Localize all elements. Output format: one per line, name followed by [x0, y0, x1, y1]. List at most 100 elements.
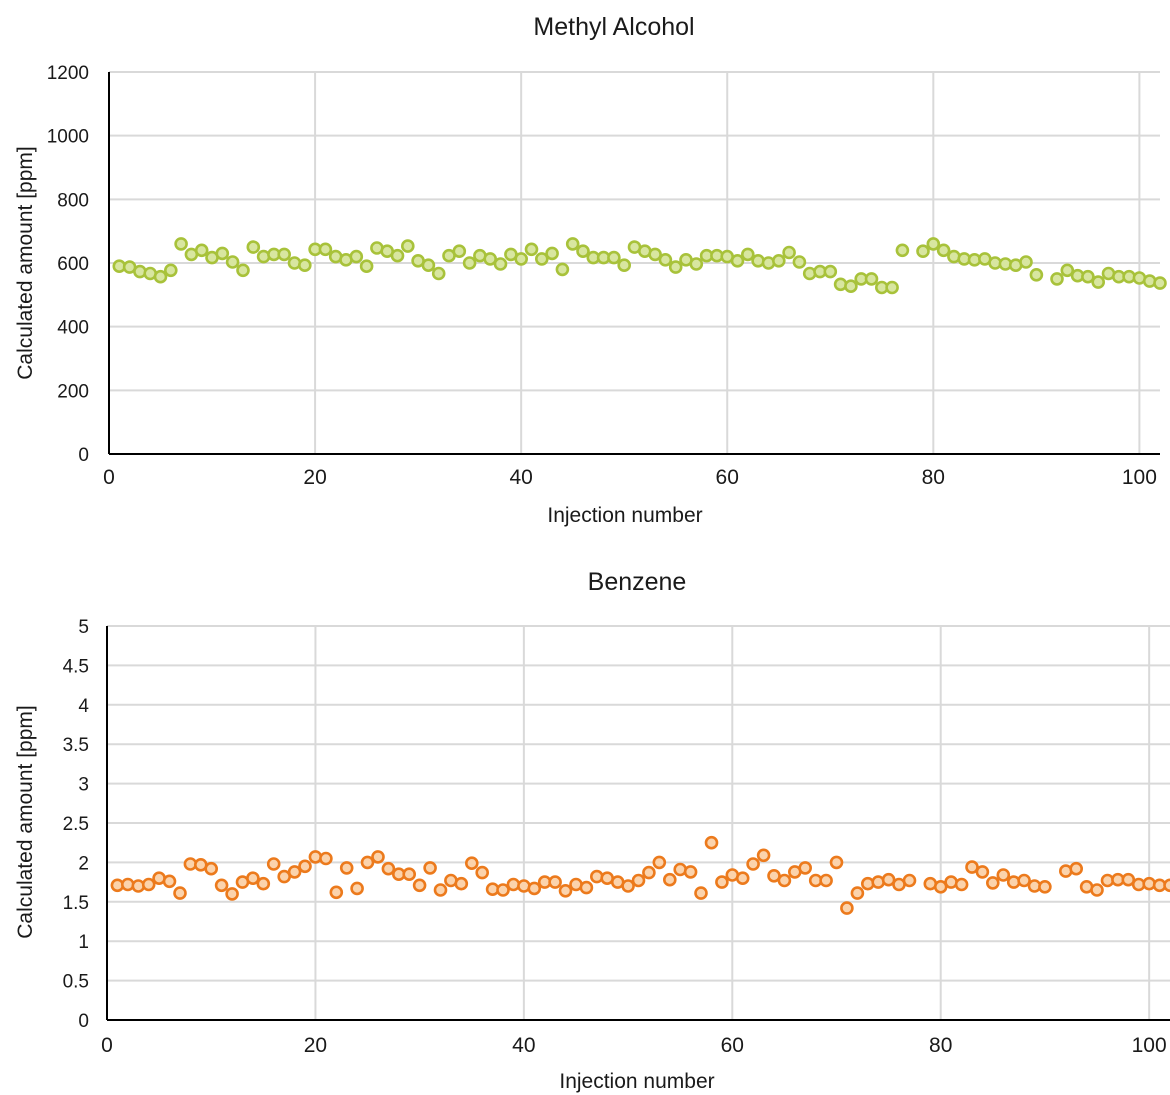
data-point [319, 851, 333, 866]
data-point [246, 871, 260, 886]
data-point [350, 881, 364, 896]
data-point [881, 872, 896, 887]
y-axis-label: Calculated amount [ppm] [14, 705, 37, 938]
data-point [225, 255, 240, 269]
y-tick-label: 1200 [47, 63, 89, 84]
x-axis-label: Injection number [559, 1070, 714, 1093]
data-point [844, 279, 858, 294]
data-point [819, 873, 833, 888]
data-point [864, 272, 879, 286]
y-tick-label: 1000 [47, 127, 89, 148]
data-point [381, 861, 396, 876]
chart-title: Methyl Alcohol [533, 13, 694, 41]
data-point [390, 248, 405, 263]
y-tick-label: 5 [78, 617, 89, 638]
y-tick-label: 3.5 [63, 735, 89, 756]
data-point [174, 237, 188, 251]
data-point [1153, 276, 1167, 290]
data-point [1081, 269, 1095, 284]
data-point [607, 250, 621, 265]
data-point [668, 260, 683, 274]
data-point [902, 873, 917, 888]
data-point [298, 859, 312, 874]
data-point [339, 861, 354, 875]
axes [106, 626, 1170, 1021]
data-point [576, 244, 590, 258]
data-point [617, 258, 632, 273]
data-point [287, 865, 302, 879]
data-point [534, 252, 549, 266]
data-point [141, 877, 156, 892]
data-point [885, 280, 899, 295]
data-point [464, 856, 479, 871]
x-tick-label: 80 [922, 466, 945, 489]
x-tick-label: 100 [1122, 466, 1157, 489]
data-point [715, 875, 729, 889]
data-point [850, 886, 865, 900]
data-point [246, 240, 261, 254]
x-tick-label: 100 [1132, 1034, 1167, 1057]
data-point [689, 257, 704, 271]
y-tick-label: 4.5 [63, 656, 89, 677]
data-point [996, 868, 1011, 882]
data-point [256, 876, 271, 891]
data-point [704, 835, 719, 850]
data-point [740, 247, 755, 262]
data-point [402, 867, 417, 882]
data-point [545, 246, 559, 261]
tick-labels: 0 200 400 600 800 1000 1200 0 20 40 60 80 100 [47, 63, 1157, 489]
data-point [452, 244, 467, 258]
data-point [565, 237, 580, 251]
data-point [558, 883, 573, 898]
data-point [1029, 267, 1044, 282]
y-tick-label: 0 [78, 445, 89, 466]
data-point [1069, 861, 1083, 876]
data-point [652, 855, 667, 870]
data-point [944, 875, 958, 889]
data-point [658, 252, 673, 267]
data-point [360, 855, 375, 870]
data-point [433, 883, 448, 897]
y-tick-label: 0.5 [63, 972, 89, 993]
data-point [735, 871, 750, 886]
x-axis-label: Injection number [547, 504, 702, 527]
data-point [648, 247, 662, 262]
grid-lines [109, 71, 1160, 454]
data-point [694, 886, 708, 900]
data-point [798, 861, 813, 875]
data-point [164, 263, 178, 278]
y-axis-label: Calculated amount [ppm] [14, 146, 37, 379]
x-tick-label: 80 [929, 1034, 952, 1057]
data-points [112, 237, 1167, 295]
data-point [153, 269, 168, 284]
x-tick-label: 40 [512, 1034, 535, 1057]
x-tick-label: 60 [716, 466, 739, 489]
data-point [621, 879, 635, 893]
data-point [277, 247, 292, 262]
x-tick-label: 20 [303, 466, 326, 489]
data-point [421, 258, 436, 273]
data-point [985, 876, 1000, 890]
chart-methyl-alcohol: Methyl Alcohol Injection number Calculat… [14, 13, 1167, 527]
data-point [965, 860, 979, 874]
data-point [1060, 263, 1075, 278]
data-point [236, 263, 250, 278]
x-tick-label: 0 [103, 466, 115, 489]
data-point [431, 266, 446, 281]
data-point [527, 881, 542, 896]
data-point [162, 874, 177, 889]
data-point [840, 901, 854, 915]
data-point [683, 865, 698, 879]
data-point [756, 848, 771, 863]
data-point [823, 264, 838, 279]
data-point [493, 257, 508, 271]
data-point [746, 857, 760, 871]
data-point [506, 877, 521, 892]
data-point [916, 244, 930, 258]
data-point [475, 865, 490, 880]
data-point [412, 878, 427, 893]
data-point [266, 857, 281, 871]
data-point [782, 245, 796, 260]
axes [108, 72, 1160, 455]
